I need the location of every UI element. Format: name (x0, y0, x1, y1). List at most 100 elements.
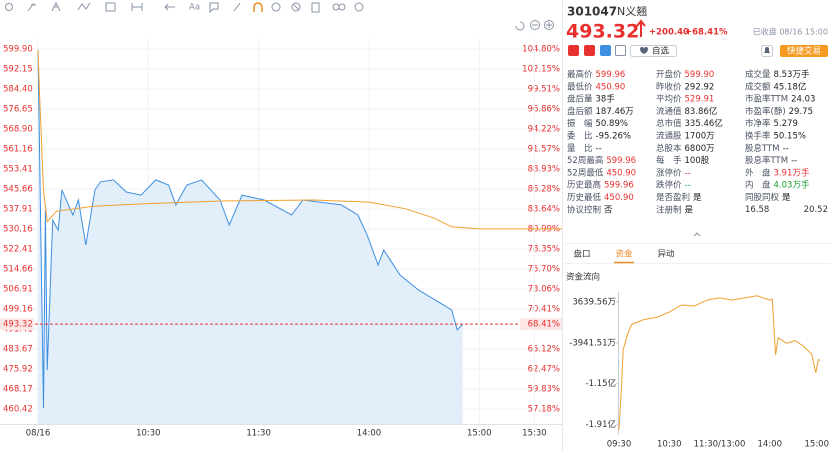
stat-label: 振 幅 (567, 118, 593, 129)
collapse-icon[interactable] (693, 232, 701, 237)
stat-cell: 流通股 1700万 (656, 130, 715, 141)
stat-cell: 52周最低 450.90 (567, 167, 636, 178)
stat-value: 4.03万手 (774, 179, 810, 190)
tool-icon[interactable] (354, 2, 364, 12)
tool-icon[interactable] (5, 3, 13, 11)
stat-value: 1700万 (685, 131, 715, 141)
trade-button[interactable]: 快捷交易 (787, 46, 821, 57)
tool-icon[interactable] (338, 3, 346, 11)
series-line (37, 49, 464, 409)
y2-tick-label: 59.83% (528, 384, 560, 394)
trade-button-frame[interactable] (780, 45, 828, 57)
text-tool[interactable]: Aa (189, 3, 200, 13)
stat-value: 3.91万手 (774, 167, 810, 178)
stat-value: 29.75 (789, 106, 813, 116)
tool-icon[interactable] (77, 2, 91, 11)
y-tick-label: 506.91 (3, 285, 33, 295)
stat-cell: 换手率 50.15% (745, 130, 806, 141)
stat-value: 599.96 (596, 70, 626, 80)
stat-label: 市盈率(静) (745, 105, 786, 116)
reset-icon[interactable] (515, 21, 525, 31)
badge-icon[interactable] (615, 45, 626, 56)
y-tick-label: 460.42 (3, 405, 33, 415)
stat-cell: 涨停价 -- (656, 167, 691, 178)
stat-cell: 盘后额 187.46万 (567, 105, 634, 116)
stat-cell: 每 手 100股 (656, 155, 710, 166)
y-tick-label: 514.66 (3, 265, 33, 275)
stat-value: -- (685, 180, 691, 190)
stat-label: 流通值 (656, 105, 682, 116)
tool-icon[interactable] (271, 2, 281, 12)
x-tick-label: 15:30 (522, 429, 547, 439)
tool-icon[interactable] (253, 2, 263, 12)
tool-icon[interactable] (105, 2, 116, 12)
tab[interactable]: 异动 (657, 249, 675, 260)
x-tick-label: 14:00 (357, 429, 382, 439)
stat-cell: 昨收价 292.92 (656, 81, 714, 92)
stat-cell: 最低价 450.90 (567, 81, 625, 92)
watch-button[interactable]: 自选 (652, 46, 670, 57)
stat-label: 最低价 (567, 81, 593, 92)
badge-icon[interactable] (568, 45, 579, 56)
badge-icon[interactable] (600, 45, 611, 56)
stat-value: 100股 (685, 156, 710, 166)
tool-icon[interactable] (51, 1, 61, 12)
stat-cell: 成交额 45.18亿 (745, 81, 806, 92)
tool-icon[interactable] (332, 3, 340, 11)
stat-cell: 是否盈利是 (656, 192, 702, 203)
tool-icon[interactable] (164, 3, 175, 11)
tab[interactable]: 盘口 (573, 249, 590, 260)
y2-tick-label: 65.12% (528, 344, 560, 354)
zoom-out-icon[interactable] (530, 20, 540, 30)
stat-value: -95.26% (596, 131, 631, 141)
tool-icon[interactable] (292, 3, 300, 11)
tool-icon[interactable] (233, 2, 241, 12)
stat-cell: 股息率TTM -- (745, 155, 797, 166)
y2-tick-label: 83.64% (528, 204, 560, 214)
x-tick-label: 08/16 (26, 429, 51, 439)
stat-label: 盘后额 (567, 105, 593, 116)
tool-icon[interactable] (27, 2, 36, 12)
stat-cell: 市净率 5.279 (745, 118, 798, 129)
tool-icon[interactable] (209, 2, 219, 14)
price-label-box (520, 318, 562, 331)
stat-label: 历史最高 (567, 179, 601, 190)
up-arrow (636, 19, 646, 37)
tool-icon[interactable] (291, 2, 301, 12)
stat-label: 外 盘 (745, 167, 771, 178)
badge-icon[interactable] (584, 45, 595, 56)
stat-label: 同股同权 (745, 192, 780, 203)
y-tick-label: -1.91亿 (586, 419, 617, 430)
tool-icon[interactable] (131, 3, 143, 11)
y2-tick-label: 94.22% (528, 124, 560, 134)
x-tick-label: 14:00 (758, 440, 783, 450)
stat-label: 股息率TTM (745, 155, 788, 166)
zoom-in-icon (546, 22, 552, 28)
y2-tick-label: 91.57% (528, 145, 560, 155)
y-tick-label: -1.15亿 (586, 378, 617, 389)
x-tick-label: 09:30 (607, 440, 632, 450)
stat-value: 6800万 (685, 143, 715, 153)
stat-value: 335.46亿 (685, 118, 723, 129)
tool-icon[interactable] (311, 2, 320, 13)
zoom-in-icon[interactable] (544, 20, 554, 30)
y-tick-label: 568.90 (3, 125, 33, 135)
y-tick-label: 522.41 (3, 245, 33, 255)
stat-label: 涨停价 (656, 167, 682, 178)
y2-tick-label: 96.86% (528, 105, 560, 115)
stat-value: 是 (782, 193, 791, 203)
chart-title: 资金流向 (566, 272, 600, 283)
stat-value: 5.279 (774, 119, 798, 129)
y2-tick-label: 70.41% (528, 304, 560, 314)
tab[interactable]: 资金 (615, 249, 633, 260)
stat-cell: 委 比 -95.26% (567, 130, 631, 141)
stat-cell: 历史最高 599.96 (567, 179, 634, 190)
stat-cell: 盘后量 38手 (567, 93, 615, 104)
stat-cell: 协议控制否 (567, 204, 613, 215)
stat-cell: 股息TTM -- (745, 142, 789, 153)
stat-value: 16.58 (745, 205, 769, 215)
price-pct-label: 68.41% (528, 320, 560, 330)
stat-value: 50.15% (774, 131, 806, 141)
